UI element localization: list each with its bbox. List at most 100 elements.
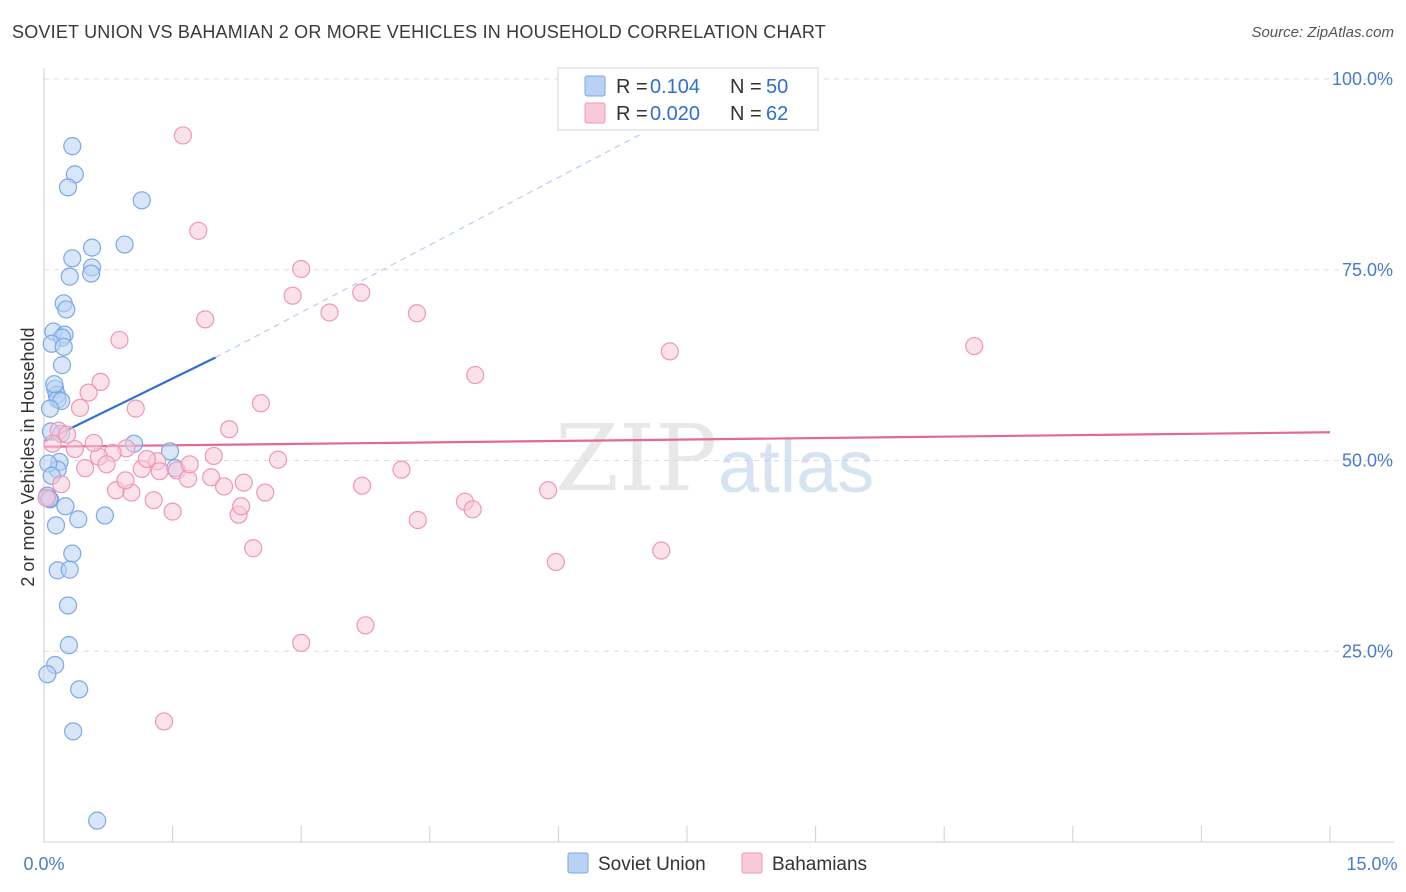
- bahamian-point: [232, 497, 251, 516]
- bahamian-point: [189, 221, 208, 240]
- bahamian-point: [352, 283, 371, 302]
- bahamian-point: [52, 475, 71, 494]
- bottom-legend-swatch-bahamian: [741, 852, 763, 874]
- bottom-legend-soviet: Soviet Union: [598, 854, 706, 875]
- soviet-point: [64, 722, 83, 741]
- chart-title: SOVIET UNION VS BAHAMIAN 2 OR MORE VEHIC…: [12, 22, 826, 42]
- y-tick-label: 50.0%: [1342, 451, 1393, 471]
- soviet-point: [88, 811, 107, 830]
- bahamian-point: [214, 477, 234, 496]
- bahamian-point: [202, 468, 221, 487]
- bahamian-point: [320, 303, 339, 322]
- bahamian-point: [251, 394, 271, 413]
- soviet-trend-extension: [215, 131, 645, 359]
- soviet-point: [95, 506, 114, 525]
- soviet-point: [132, 191, 151, 210]
- soviet-point: [160, 442, 180, 461]
- stats-legend: R = 0.104 N = 50 R = 0.020 N = 62: [557, 67, 819, 131]
- legend-swatch-soviet: [584, 75, 606, 97]
- grid: [44, 78, 1394, 652]
- soviet-point: [59, 636, 78, 655]
- bahamian-point: [116, 471, 135, 490]
- bahamian-point: [76, 459, 95, 478]
- soviet-point: [63, 544, 82, 563]
- legend-soviet-n-value: 50: [766, 76, 788, 98]
- bahamian-point: [256, 483, 275, 502]
- soviet-point: [70, 680, 89, 699]
- legend-bahamian-r-value: 0.020: [650, 103, 700, 125]
- bahamian-point: [126, 399, 145, 418]
- bahamian-point: [91, 372, 110, 392]
- x-tick-label-max: 15.0%: [1346, 854, 1397, 874]
- soviet-point: [63, 137, 82, 156]
- legend-bahamian-n-label: N =: [730, 103, 762, 125]
- soviet-point: [45, 375, 64, 394]
- soviet-point: [56, 497, 75, 516]
- bahamian-point: [283, 286, 302, 305]
- soviet-point: [58, 178, 78, 197]
- axes: [43, 68, 1394, 843]
- y-tick-label: 75.0%: [1342, 260, 1393, 280]
- legend-swatch-bahamian: [584, 102, 606, 124]
- bahamian-point: [352, 476, 372, 495]
- soviet-point: [60, 560, 79, 579]
- bahamian-point: [163, 502, 182, 521]
- soviet-point: [58, 596, 78, 615]
- soviet-point: [60, 267, 79, 286]
- soviet-point: [82, 264, 101, 283]
- soviet-point: [69, 510, 88, 529]
- bahamian-point: [220, 420, 239, 439]
- bahamian-point: [58, 425, 77, 444]
- y-axis-label: 2 or more Vehicles in Household: [18, 327, 38, 586]
- x-ticks: [43, 826, 1331, 842]
- bahamian-point: [196, 310, 215, 329]
- data-points: [37, 126, 984, 830]
- bahamian-point: [463, 500, 482, 519]
- bahamian-point: [407, 304, 427, 323]
- bahamian-point: [234, 473, 253, 492]
- bahamian-point: [137, 449, 156, 469]
- bahamian-point: [144, 491, 163, 510]
- soviet-point: [82, 238, 102, 257]
- series-legend: Soviet Union Bahamians: [567, 852, 867, 875]
- bahamian-point: [268, 450, 288, 469]
- y-tick-label: 25.0%: [1342, 641, 1393, 661]
- bahamian-point: [204, 446, 223, 466]
- soviet-point: [40, 399, 60, 418]
- bahamian-point: [652, 541, 671, 560]
- bahamian-point: [546, 552, 565, 572]
- soviet-point: [46, 516, 66, 535]
- bahamian-point: [180, 455, 199, 474]
- legend-soviet-r-label: R =: [616, 76, 648, 98]
- legend-soviet-n-label: N =: [730, 76, 762, 98]
- soviet-point: [57, 300, 76, 319]
- bahamian-point: [292, 633, 311, 652]
- bottom-legend-bahamian: Bahamians: [772, 854, 867, 875]
- watermark: ZIP atlas: [555, 405, 874, 512]
- bahamian-point: [154, 712, 174, 731]
- bahamian-point: [660, 342, 679, 361]
- soviet-point: [54, 337, 73, 356]
- bahamian-point: [43, 434, 62, 453]
- bahamian-point: [408, 510, 427, 530]
- bahamian-point: [65, 439, 84, 459]
- bottom-legend-swatch-soviet: [567, 852, 589, 874]
- bahamian-point: [37, 488, 56, 507]
- legend-bahamian-n-value: 62: [766, 103, 788, 125]
- bahamian-point: [244, 539, 263, 558]
- y-tick-labels: 25.0% 50.0% 75.0% 100.0%: [1332, 69, 1393, 661]
- bahamian-point: [173, 126, 192, 145]
- bahamian-point: [539, 481, 558, 500]
- bahamian-point: [79, 383, 98, 402]
- watermark-zip: ZIP: [555, 405, 717, 512]
- bahamian-point: [965, 336, 984, 356]
- bahamian-point: [84, 433, 103, 453]
- soviet-point: [115, 235, 134, 254]
- bahamian-point: [97, 455, 116, 474]
- bahamian-point: [70, 398, 90, 417]
- bahamian-point: [466, 365, 485, 385]
- x-tick-label-min: 0.0%: [23, 854, 64, 874]
- legend-soviet-r-value: 0.104: [650, 76, 700, 98]
- soviet-point: [63, 249, 82, 268]
